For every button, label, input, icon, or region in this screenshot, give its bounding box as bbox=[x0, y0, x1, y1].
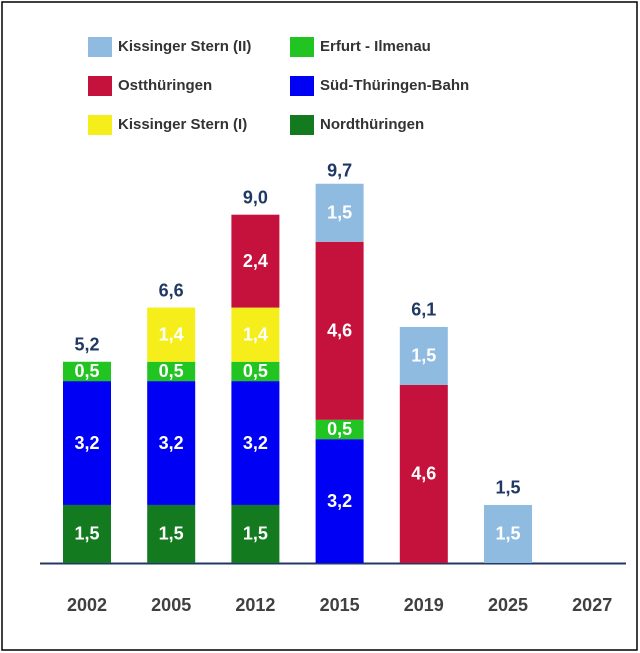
segment-label: 3,2 bbox=[74, 433, 99, 453]
bar-segment bbox=[231, 307, 280, 362]
segment-label: 0,5 bbox=[74, 361, 99, 381]
segment-label: 4,6 bbox=[327, 321, 352, 341]
segment-label: 1,4 bbox=[243, 324, 268, 344]
bar-segment bbox=[231, 214, 280, 308]
total-label: 5,2 bbox=[74, 335, 99, 355]
bar-segment bbox=[315, 183, 364, 242]
total-label: 1,5 bbox=[495, 478, 520, 498]
legend-swatch bbox=[88, 115, 112, 135]
segment-label: 3,2 bbox=[243, 433, 268, 453]
legend-label: Ostthüringen bbox=[118, 77, 212, 94]
segment-label: 1,5 bbox=[74, 524, 99, 544]
x-tick-label: 2015 bbox=[320, 595, 360, 615]
bar-segment bbox=[484, 504, 532, 563]
bar-segment bbox=[147, 307, 196, 362]
bar-segment bbox=[63, 361, 111, 382]
total-label: 6,6 bbox=[159, 280, 184, 300]
legend-label: Süd-Thüringen-Bahn bbox=[320, 77, 469, 94]
total-label: 9,0 bbox=[243, 187, 268, 207]
legend-swatch bbox=[290, 76, 314, 96]
segment-label: 1,5 bbox=[495, 524, 520, 544]
bar-segment bbox=[315, 439, 364, 563]
legend-swatch bbox=[290, 37, 314, 57]
legend-label: Nordthüringen bbox=[320, 116, 424, 133]
segment-label: 0,5 bbox=[327, 419, 352, 439]
legend-swatch bbox=[88, 37, 112, 57]
legend-label: Kissinger Stern (I) bbox=[118, 116, 247, 133]
segment-label: 1,4 bbox=[159, 324, 184, 344]
bar-segment bbox=[63, 381, 111, 505]
x-tick-label: 2005 bbox=[151, 595, 191, 615]
total-label: 9,7 bbox=[327, 160, 352, 180]
bar-segment bbox=[315, 419, 364, 440]
segment-label: 1,5 bbox=[243, 524, 268, 544]
legend-swatch bbox=[290, 115, 314, 135]
total-label: 6,1 bbox=[411, 300, 436, 320]
legend-swatch bbox=[88, 76, 112, 96]
segment-label: 1,5 bbox=[327, 203, 352, 223]
bar-segment bbox=[147, 504, 196, 563]
segment-label: 4,6 bbox=[411, 464, 436, 484]
legend-label: Kissinger Stern (II) bbox=[118, 38, 251, 55]
x-tick-label: 2002 bbox=[67, 595, 107, 615]
bar-segment bbox=[231, 361, 280, 382]
segment-label: 1,5 bbox=[159, 524, 184, 544]
x-tick-label: 2027 bbox=[572, 595, 612, 615]
segment-label: 3,2 bbox=[159, 433, 184, 453]
segment-label: 0,5 bbox=[243, 361, 268, 381]
bar-segment bbox=[315, 241, 364, 420]
x-tick-label: 2025 bbox=[488, 595, 528, 615]
legend-label: Erfurt - Ilmenau bbox=[320, 38, 431, 55]
segment-label: 0,5 bbox=[159, 361, 184, 381]
x-tick-label: 2019 bbox=[404, 595, 444, 615]
bar-segment bbox=[147, 381, 196, 505]
bar-segment bbox=[147, 361, 196, 382]
bar-segment bbox=[231, 504, 280, 563]
bar-segment bbox=[399, 384, 448, 563]
bar-segment bbox=[231, 381, 280, 505]
segment-label: 3,2 bbox=[327, 491, 352, 511]
segment-label: 1,5 bbox=[411, 346, 436, 366]
segment-label: 2,4 bbox=[243, 251, 268, 271]
bar-segment bbox=[399, 326, 448, 385]
bar-segment bbox=[63, 504, 111, 563]
x-tick-label: 2012 bbox=[235, 595, 275, 615]
